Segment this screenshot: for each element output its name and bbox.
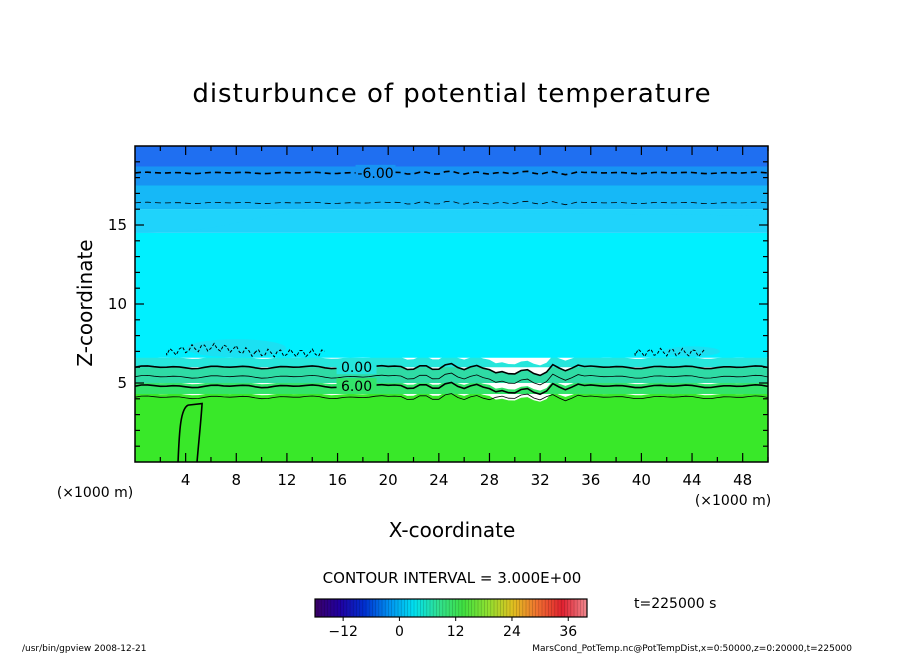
contour-line-1 <box>135 200 768 206</box>
layer-0 <box>135 391 768 462</box>
x-tick-label: 44 <box>682 471 701 489</box>
x-tick-label: 8 <box>232 471 242 489</box>
x-tick-label: 28 <box>480 471 499 489</box>
x-tick-label: 16 <box>328 471 347 489</box>
layer-1 <box>135 380 768 395</box>
contour-line-3 <box>135 372 768 386</box>
y-tick-label: 15 <box>108 216 127 234</box>
colorbar: −12 0 12 24 36 <box>314 598 588 640</box>
colorbar-tick-label: 12 <box>447 624 465 640</box>
layer-2 <box>135 364 768 383</box>
contour-line-2 <box>135 362 768 377</box>
contour-label-bg-0 <box>355 164 396 180</box>
y-tick-label: 10 <box>108 295 127 313</box>
upper-dome <box>135 209 768 233</box>
x-axis-label: X-coordinate <box>389 518 516 542</box>
left-noise-patch <box>186 339 287 358</box>
time-label: t=225000 s <box>634 596 716 612</box>
footer-right: MarsCond_PotTemp.nc@PotTempDist,x=0:5000… <box>532 644 852 654</box>
x-unit-label-right: (×1000 m) <box>695 493 771 509</box>
x-tick-label: 48 <box>733 471 752 489</box>
contour-label-bg-2 <box>336 359 377 375</box>
noise-contour-0 <box>166 342 256 358</box>
colorbar-gradient <box>315 599 587 617</box>
noise-contour-1 <box>254 348 326 358</box>
layer-8 <box>135 146 768 167</box>
contour-label-0: -6.00 <box>357 166 393 182</box>
contour-label-4: 6.00 <box>341 379 372 395</box>
layer-3 <box>135 354 768 368</box>
y-axis-label: Z-coordinate <box>73 239 97 366</box>
layer-6 <box>135 185 768 210</box>
contour-line-5 <box>135 393 768 402</box>
contour-label-2: 0.00 <box>341 360 372 376</box>
plot-area: -6.000.006.00 4 8 12 16 20 24 28 32 36 40 44 485101… <box>108 145 769 489</box>
layer-5 <box>135 209 768 233</box>
footer-left: /usr/bin/gpview 2008-12-21 <box>22 644 146 654</box>
x-tick-label: 32 <box>531 471 550 489</box>
contour-interval-label: CONTOUR INTERVAL = 3.000E+00 <box>323 569 582 587</box>
colorbar-tick-label: −12 <box>328 624 358 640</box>
colorbar-tick-label: 36 <box>559 624 577 640</box>
contour-line-0 <box>135 170 768 176</box>
x-tick-label: 20 <box>379 471 398 489</box>
contour-line-4 <box>135 381 768 396</box>
x-tick-label: 36 <box>581 471 600 489</box>
x-tick-label: 40 <box>632 471 651 489</box>
right-noise-patch <box>664 346 721 357</box>
colorbar-frame <box>314 598 588 618</box>
layer-7 <box>135 166 768 186</box>
colorbar-tick-label: 24 <box>503 624 521 640</box>
chart-title: disturbunce of potential temperature <box>192 79 711 109</box>
layer-4 <box>135 232 768 358</box>
y-tick-label: 5 <box>117 374 127 392</box>
x-unit-label-left: (×1000 m) <box>57 485 133 501</box>
contour-label-bg-4 <box>336 378 377 394</box>
lower-left-contour <box>177 402 203 462</box>
x-tick-label: 4 <box>181 471 191 489</box>
x-tick-label: 24 <box>429 471 448 489</box>
colorbar-tick-label: 0 <box>395 624 404 640</box>
x-tick-label: 12 <box>277 471 296 489</box>
